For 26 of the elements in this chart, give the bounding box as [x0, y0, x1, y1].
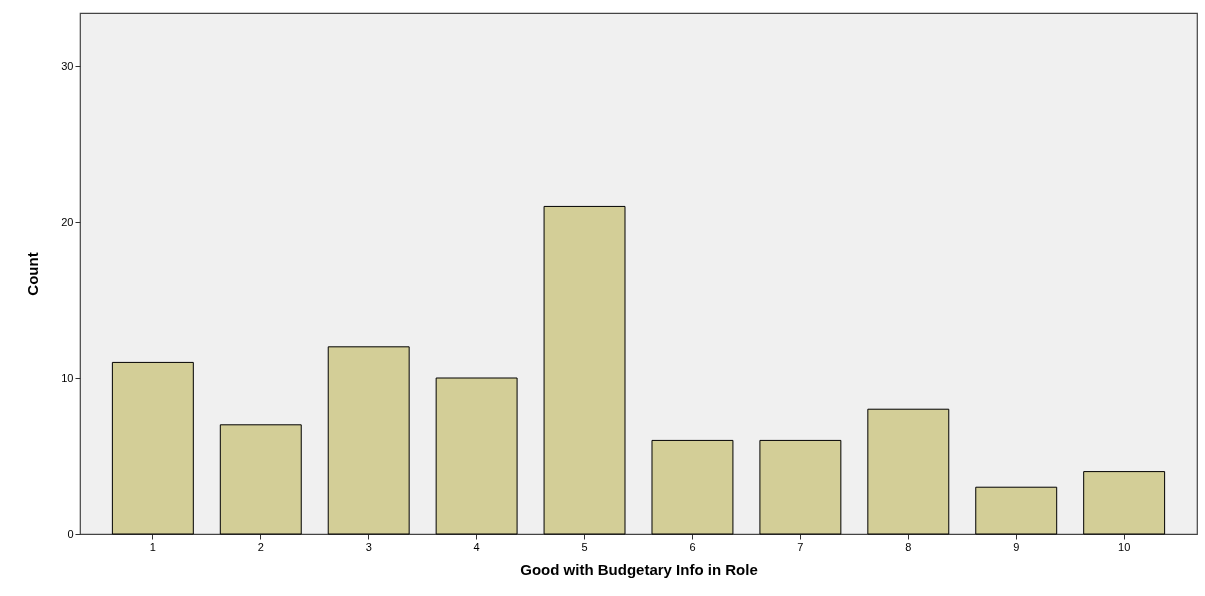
x-tick-label: 5 — [581, 540, 588, 553]
x-axis-title: Good with Budgetary Info in Role — [520, 560, 758, 578]
bar — [759, 439, 842, 535]
bar — [651, 439, 734, 535]
x-tick-label: 7 — [797, 540, 804, 553]
x-tick-label: 9 — [1013, 540, 1020, 553]
bar — [111, 361, 194, 535]
bar — [435, 377, 518, 535]
y-tick-label: 0 — [67, 527, 74, 540]
x-tick-label: 3 — [365, 540, 372, 553]
bar — [867, 408, 950, 535]
y-tick-label: 10 — [61, 371, 74, 384]
x-tick-label: 6 — [689, 540, 696, 553]
x-tick-label: 10 — [1118, 540, 1131, 553]
bar — [1083, 471, 1166, 535]
bar — [543, 205, 626, 535]
bar — [219, 424, 302, 535]
x-tick-label: 1 — [149, 540, 156, 553]
bar — [327, 346, 410, 535]
y-axis-title: Count — [24, 252, 42, 296]
bar — [975, 486, 1058, 535]
x-tick-label: 2 — [257, 540, 264, 553]
y-tick-label: 20 — [61, 215, 74, 228]
x-tick-label: 4 — [473, 540, 480, 553]
x-tick-label: 8 — [905, 540, 912, 553]
y-tick-label: 30 — [61, 59, 74, 72]
